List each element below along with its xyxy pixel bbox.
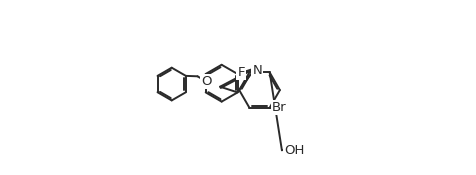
Text: F: F: [238, 66, 245, 79]
Text: O: O: [201, 75, 211, 88]
Text: N: N: [252, 64, 262, 77]
Text: Br: Br: [272, 101, 287, 114]
Text: OH: OH: [284, 144, 305, 157]
